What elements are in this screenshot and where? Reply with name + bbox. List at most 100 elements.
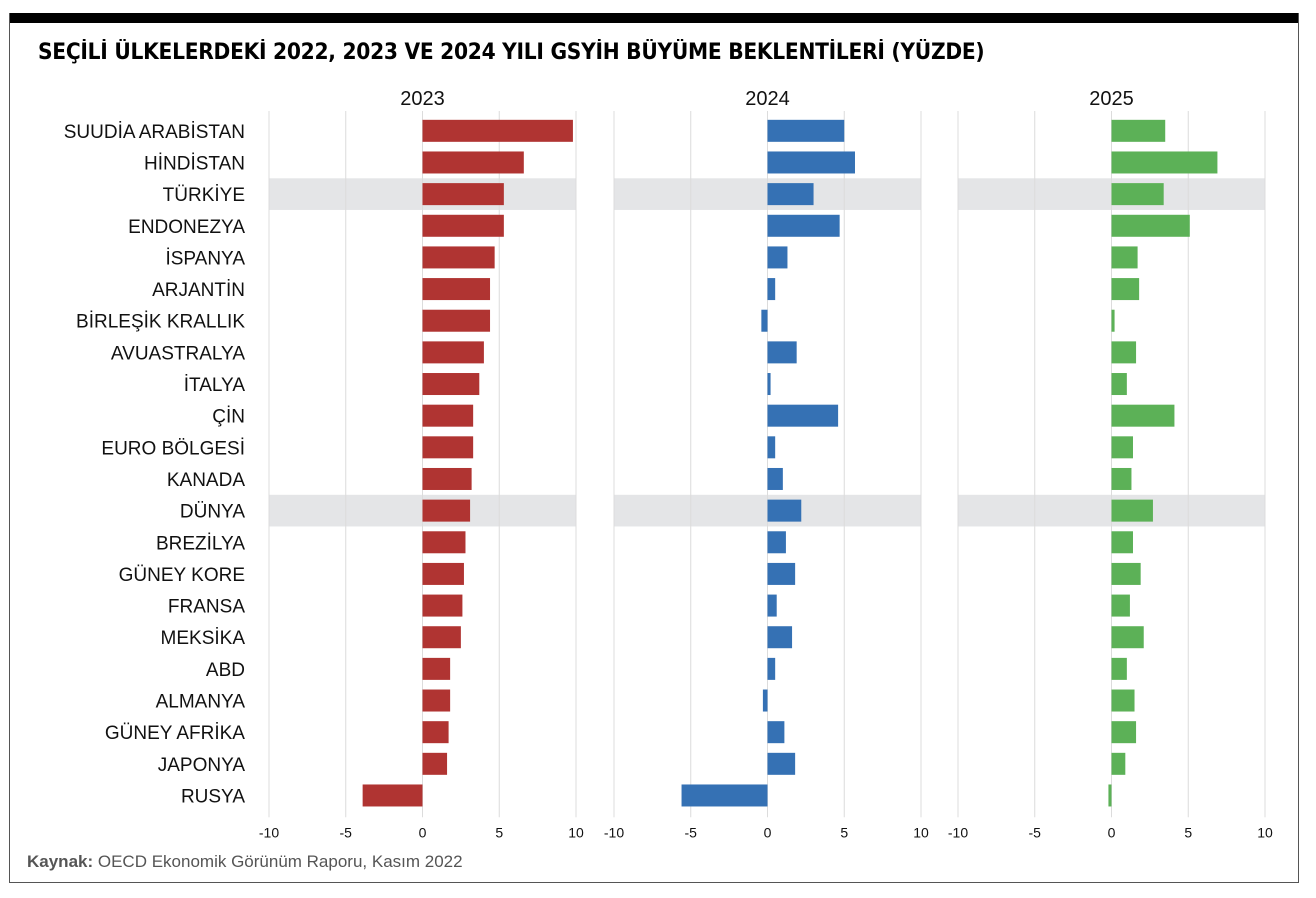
- bar-2023: [422, 341, 484, 364]
- source-label: Kaynak:: [27, 852, 94, 871]
- bar-2025: [1111, 404, 1175, 427]
- bar-2023: [422, 373, 480, 396]
- bar-2024: [767, 499, 802, 522]
- x-tick-label: 10: [1257, 824, 1273, 840]
- bar-2023: [422, 752, 448, 775]
- bar-2024: [681, 784, 768, 807]
- category-label: İSPANYA: [165, 248, 245, 269]
- bar-2025: [1111, 594, 1130, 617]
- bar-2025: [1111, 721, 1137, 744]
- bar-2024: [767, 752, 796, 775]
- category-label: EURO BÖLGESİ: [101, 438, 245, 459]
- category-label: FRANSA: [168, 597, 245, 618]
- bar-2023: [422, 531, 466, 554]
- x-tick-label: 0: [419, 824, 427, 840]
- x-tick-label: 10: [568, 824, 584, 840]
- source-note: Kaynak: OECD Ekonomik Görünüm Raporu, Ka…: [27, 852, 463, 872]
- category-label: GÜNEY AFRİKA: [105, 723, 245, 744]
- bar-2025: [1111, 214, 1190, 237]
- bar-2023: [422, 309, 491, 332]
- bar-2025: [1111, 689, 1135, 712]
- panel-title-2025: 2025: [1089, 88, 1134, 110]
- bar-2024: [767, 183, 814, 206]
- bar-2023: [422, 594, 463, 617]
- bar-2024: [762, 689, 768, 712]
- x-tick-label: -5: [1029, 824, 1042, 840]
- bar-2025: [1111, 341, 1137, 364]
- bar-2023: [422, 404, 474, 427]
- chart-frame: [9, 13, 1299, 883]
- bar-2023: [422, 151, 524, 174]
- bar-2023: [422, 278, 491, 301]
- bar-2024: [767, 721, 785, 744]
- chart-title: SEÇİLİ ÜLKELERDEKİ 2022, 2023 VE 2024 YI…: [38, 40, 985, 65]
- bar-2023: [422, 214, 504, 237]
- category-label: KANADA: [167, 470, 245, 491]
- x-tick-label: 5: [495, 824, 503, 840]
- bar-2023: [422, 562, 464, 585]
- x-tick-label: 5: [1184, 824, 1192, 840]
- panel-title-2023: 2023: [400, 88, 445, 110]
- bar-2024: [767, 119, 845, 142]
- bar-2023: [422, 626, 461, 649]
- x-tick-label: 10: [913, 824, 929, 840]
- bar-2024: [767, 151, 855, 174]
- bar-2025: [1111, 278, 1140, 301]
- category-label: BREZİLYA: [156, 533, 245, 554]
- bar-2024: [767, 404, 839, 427]
- bar-2025: [1111, 752, 1126, 775]
- source-text: OECD Ekonomik Görünüm Raporu, Kasım 2022: [93, 852, 463, 871]
- bar-2025: [1111, 309, 1115, 332]
- category-label: DÜNYA: [180, 502, 245, 523]
- bar-2024: [767, 373, 771, 396]
- category-label: AVUASTRALYA: [111, 343, 245, 364]
- category-label: ÇİN: [212, 407, 245, 428]
- bar-2023: [422, 721, 449, 744]
- category-label: İTALYA: [184, 375, 246, 396]
- x-tick-label: -10: [948, 824, 968, 840]
- x-tick-label: -10: [604, 824, 624, 840]
- bar-2023: [422, 436, 474, 459]
- category-label: BİRLEŞİK KRALLIK: [76, 312, 245, 333]
- bar-2023: [422, 657, 451, 680]
- bar-2024: [767, 626, 793, 649]
- bar-2023: [362, 784, 423, 807]
- top-bar: [9, 13, 1299, 23]
- bar-2025: [1111, 657, 1127, 680]
- bar-2024: [767, 341, 797, 364]
- bar-2023: [422, 499, 471, 522]
- category-label: ARJANTİN: [152, 280, 245, 301]
- panel-title-2024: 2024: [745, 88, 790, 110]
- bar-2023: [422, 246, 495, 269]
- bar-2024: [761, 309, 768, 332]
- category-label: SUUDİA ARABİSTAN: [64, 122, 245, 143]
- bar-2025: [1111, 246, 1138, 269]
- category-label: RUSYA: [181, 786, 245, 807]
- x-tick-label: 0: [764, 824, 772, 840]
- bar-2025: [1111, 531, 1133, 554]
- bar-2025: [1111, 373, 1127, 396]
- x-tick-label: -5: [340, 824, 353, 840]
- category-label: TÜRKİYE: [163, 185, 245, 206]
- category-label: GÜNEY KORE: [119, 565, 245, 586]
- bar-2024: [767, 657, 776, 680]
- bar-2024: [767, 278, 776, 301]
- bar-2025: [1111, 467, 1132, 490]
- bar-2025: [1111, 499, 1153, 522]
- bar-2025: [1111, 436, 1133, 459]
- bar-2024: [767, 531, 786, 554]
- bar-2023: [422, 689, 451, 712]
- bar-2023: [422, 183, 504, 206]
- category-label: JAPONYA: [158, 755, 246, 776]
- bar-2024: [767, 436, 776, 459]
- bar-2023: [422, 467, 472, 490]
- x-tick-label: 5: [840, 824, 848, 840]
- x-tick-label: 0: [1108, 824, 1116, 840]
- bar-2024: [767, 246, 788, 269]
- bar-2024: [767, 594, 777, 617]
- bar-2025: [1111, 562, 1141, 585]
- x-tick-label: -5: [685, 824, 698, 840]
- bar-2023: [422, 119, 573, 142]
- bar-2025: [1108, 784, 1112, 807]
